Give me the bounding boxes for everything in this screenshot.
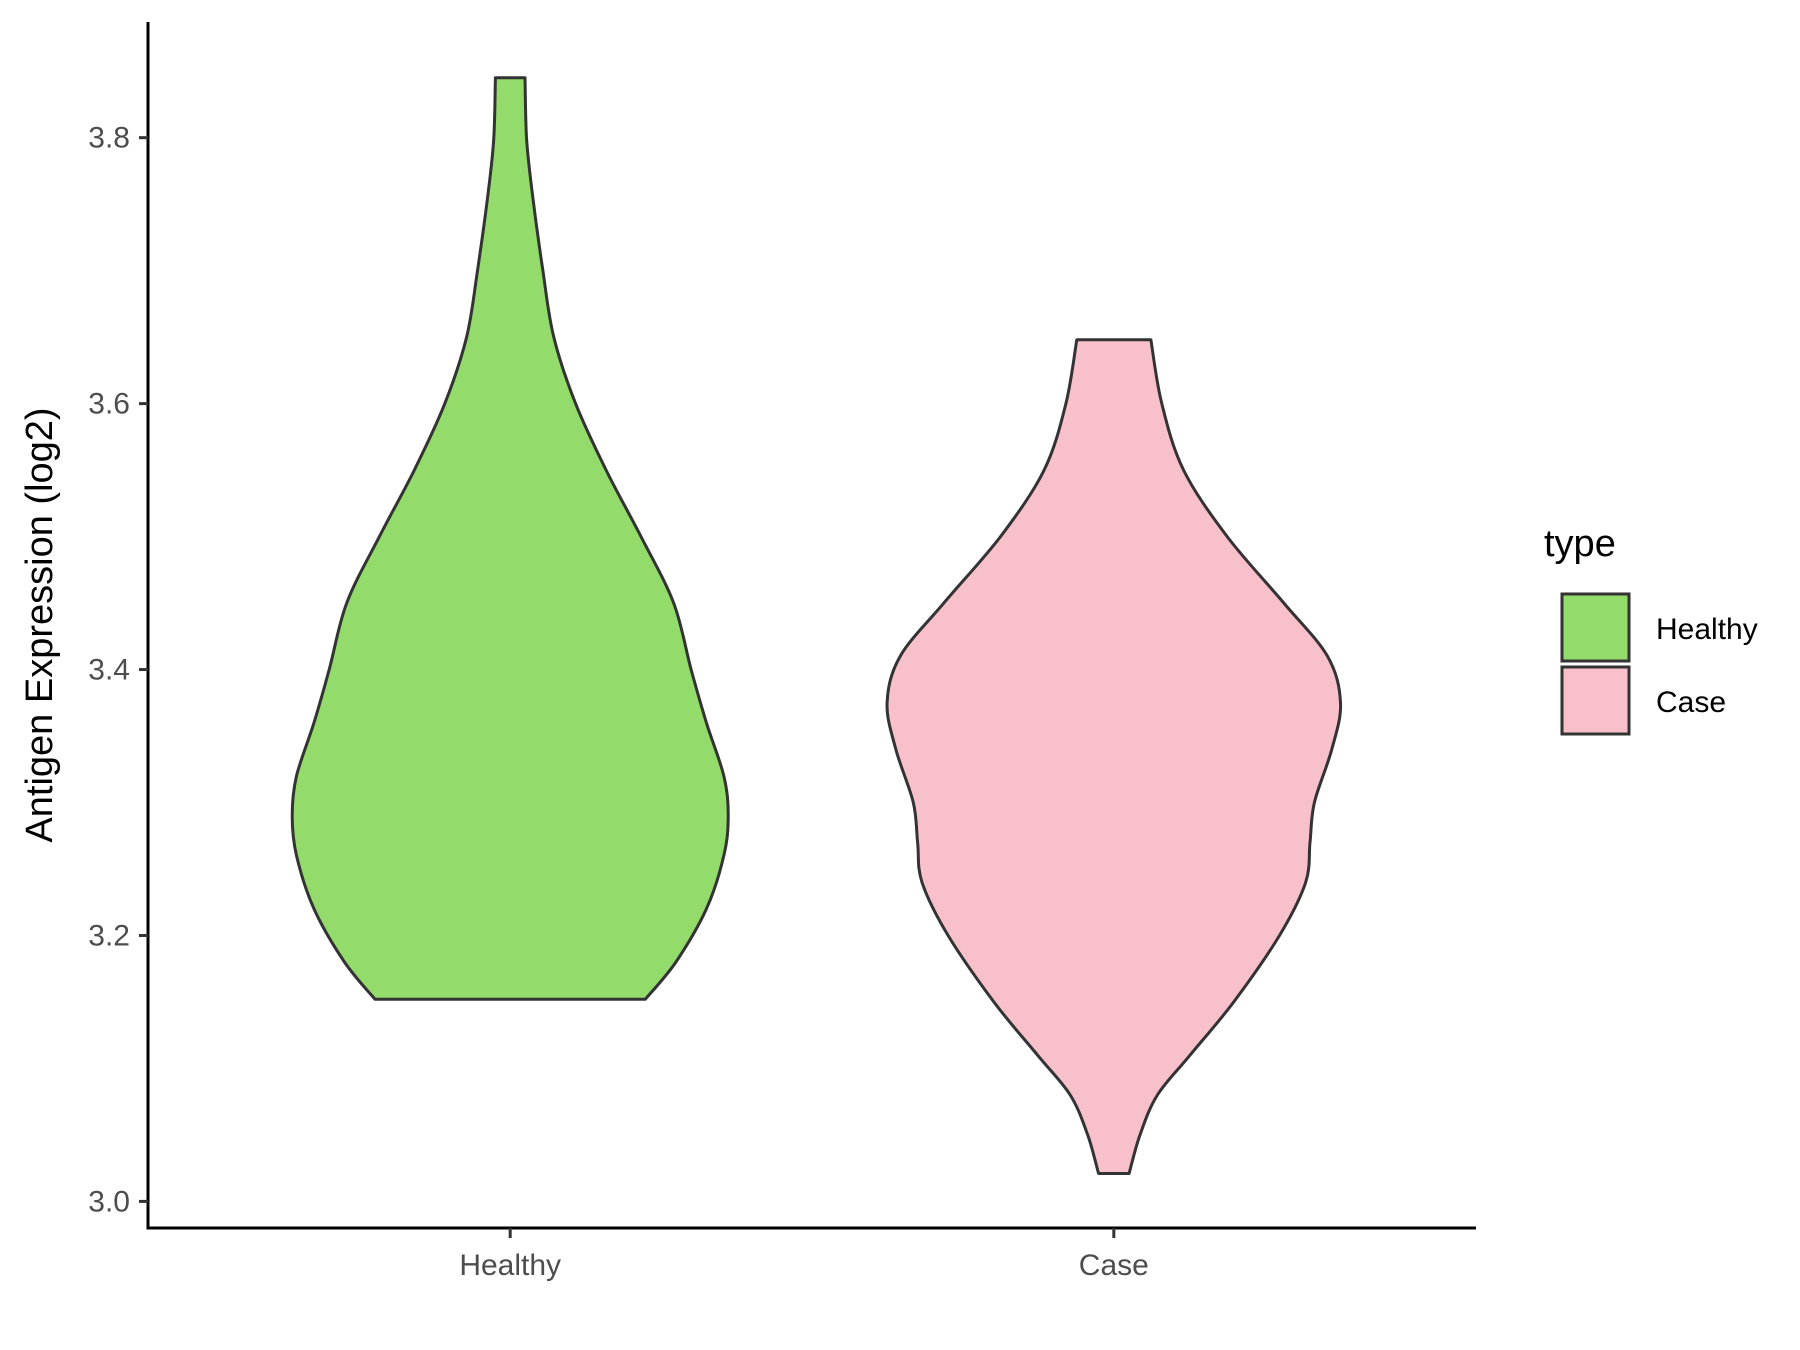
- legend-title: type: [1544, 523, 1616, 565]
- y-ticks-group: 3.0 3.2 3.4 3.6 3.8: [88, 122, 148, 1218]
- y-tick-label: 3.6: [88, 388, 130, 421]
- legend: type Healthy Case: [1544, 523, 1758, 736]
- legend-swatch-healthy: [1560, 592, 1631, 663]
- y-tick-label: 3.8: [88, 122, 130, 155]
- y-tick-label: 3.4: [88, 654, 130, 687]
- legend-label-case: Case: [1656, 686, 1726, 719]
- legend-label-healthy: Healthy: [1656, 613, 1758, 646]
- violins-group: [290, 76, 1343, 1175]
- y-axis-title: Antigen Expression (log2): [19, 407, 61, 842]
- x-tick-label: Healthy: [459, 1249, 561, 1282]
- y-tick-label: 3.0: [88, 1185, 130, 1218]
- violin-healthy: [290, 76, 730, 1001]
- violin-case: [885, 338, 1343, 1175]
- legend-swatch-case: [1560, 665, 1631, 736]
- x-ticks-group: Healthy Case: [459, 1228, 1149, 1282]
- x-tick-label: Case: [1079, 1249, 1149, 1282]
- axes-group: [146, 22, 1476, 1230]
- y-tick-label: 3.2: [88, 919, 130, 952]
